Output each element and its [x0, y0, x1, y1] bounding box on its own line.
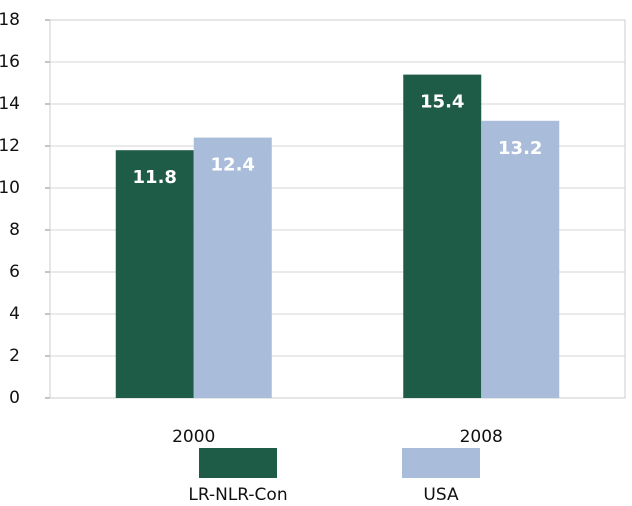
y-tick-label: 6 [9, 262, 20, 282]
legend-label: USA [423, 485, 459, 505]
x-tick-label: 2000 [172, 427, 215, 447]
value-label: 12.4 [211, 155, 255, 176]
y-tick-label: 2 [9, 346, 20, 366]
legend-swatch [199, 448, 277, 478]
value-label: 15.4 [420, 92, 464, 113]
bar [193, 137, 272, 398]
y-tick-label: 8 [9, 220, 20, 240]
y-tick-label: 16 [0, 52, 20, 72]
y-tick-label: 10 [0, 178, 20, 198]
y-tick-label: 14 [0, 94, 20, 114]
bar [115, 150, 194, 398]
x-tick-label: 2008 [460, 427, 503, 447]
bar [403, 74, 482, 398]
y-tick-label: 4 [9, 304, 20, 324]
y-tick-label: 18 [0, 10, 20, 30]
value-label: 13.2 [498, 138, 542, 159]
y-tick-label: 12 [0, 136, 20, 156]
plot-border [49, 19, 626, 399]
value-label: 11.8 [133, 167, 177, 188]
legend-swatch [402, 448, 480, 478]
legend-label: LR-NLR-Con [188, 485, 287, 505]
y-tick-label: 0 [9, 388, 20, 408]
bar [481, 120, 560, 399]
